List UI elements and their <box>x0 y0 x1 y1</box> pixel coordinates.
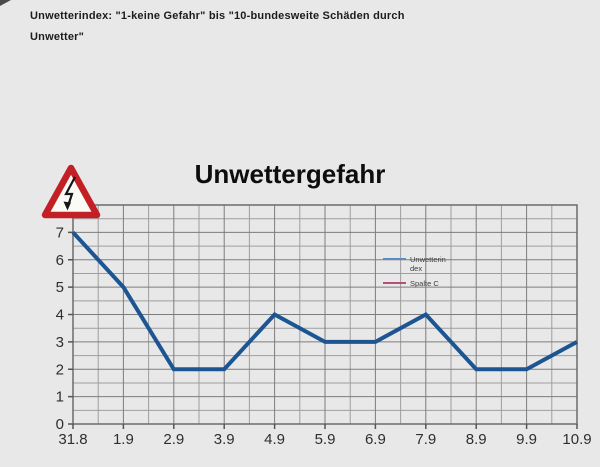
y-tick-label: 1 <box>56 389 64 406</box>
x-tick-label: 4.9 <box>264 431 285 448</box>
y-axis-labels: 0 1 2 3 4 5 6 7 <box>56 224 64 433</box>
axis-ticks <box>68 231 578 429</box>
x-tick-label: 8.9 <box>466 431 487 448</box>
lightning-bolt-arrowhead <box>63 201 71 211</box>
y-tick-label: 3 <box>56 334 64 351</box>
legend-label: dex <box>410 264 422 273</box>
y-tick-label: 5 <box>56 279 64 296</box>
y-tick-label: 7 <box>56 224 64 241</box>
x-tick-label: 10.9 <box>562 431 591 448</box>
y-tick-label: 6 <box>56 252 64 269</box>
storm-warning-icon <box>41 164 101 219</box>
x-tick-label: 31.8 <box>58 431 87 448</box>
y-tick-label: 4 <box>56 307 64 324</box>
x-tick-label: 1.9 <box>113 431 134 448</box>
x-tick-label: 3.9 <box>214 431 235 448</box>
x-axis-labels: 31.8 1.9 2.9 3.9 4.9 5.9 6.9 7.9 8.9 9.9 10.9 <box>58 431 591 448</box>
x-tick-label: 2.9 <box>163 431 184 448</box>
lightning-bolt-icon <box>64 176 76 207</box>
legend: Unwetterindex Spalte C <box>383 255 446 288</box>
x-tick-label: 5.9 <box>315 431 336 448</box>
header-caption-line1: Unwetterindex: "1-keine Gefahr" bis "10-… <box>30 10 405 22</box>
chart-title: Unwettergefahr <box>194 159 386 189</box>
x-tick-label: 7.9 <box>415 431 436 448</box>
legend-label: Spalte C <box>410 279 439 288</box>
scan-artifact <box>0 0 11 6</box>
x-tick-label: 9.9 <box>516 431 537 448</box>
x-tick-label: 6.9 <box>365 431 386 448</box>
header-caption: Unwetterindex: "1-keine Gefahr" bis "10-… <box>30 6 405 48</box>
header-caption-line2: Unwetter" <box>30 31 85 43</box>
legend-label: Unwetterin <box>410 255 446 264</box>
y-tick-label: 2 <box>56 361 64 378</box>
series-line-unwetterindex <box>71 231 578 372</box>
warning-triangle-shape <box>41 164 101 219</box>
y-tick-label: 0 <box>56 416 64 433</box>
